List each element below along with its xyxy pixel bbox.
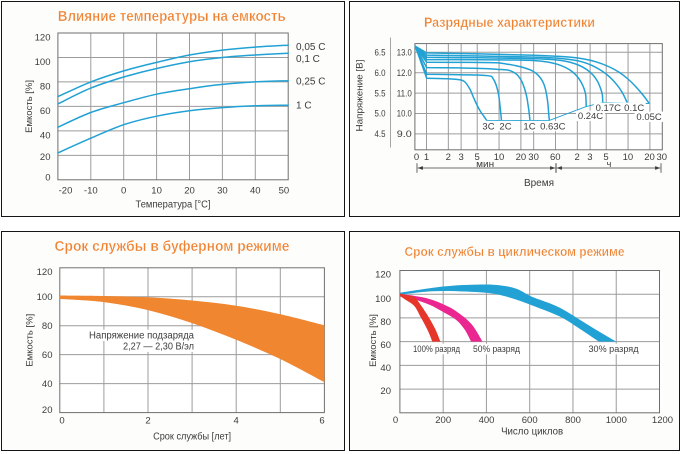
svg-text:2: 2 — [145, 415, 150, 426]
svg-text:800: 800 — [565, 415, 581, 426]
svg-text:0: 0 — [45, 172, 50, 183]
svg-text:20: 20 — [40, 152, 51, 163]
svg-text:1C: 1C — [523, 121, 535, 132]
svg-text:0.17C: 0.17C — [596, 103, 621, 114]
svg-text:80: 80 — [40, 81, 51, 92]
svg-text:Емкость [%]: Емкость [%] — [368, 314, 379, 367]
svg-text:50: 50 — [279, 186, 290, 197]
svg-text:0,1 C: 0,1 C — [296, 54, 320, 65]
svg-text:100: 100 — [37, 292, 53, 303]
svg-text:0: 0 — [121, 186, 126, 197]
svg-text:Напряжение [В]: Напряжение [В] — [355, 60, 366, 132]
svg-text:Емкость [%]: Емкость [%] — [25, 314, 36, 367]
svg-text:11.0: 11.0 — [397, 88, 412, 99]
svg-text:2C: 2C — [499, 121, 511, 132]
svg-text:30% разряд: 30% разряд — [589, 344, 639, 355]
svg-text:60: 60 — [40, 106, 51, 117]
svg-text:Емкость [%]: Емкость [%] — [24, 80, 35, 133]
svg-text:Срок службы [лет]: Срок службы [лет] — [153, 430, 231, 442]
svg-text:0,25 C: 0,25 C — [296, 77, 325, 88]
svg-text:60: 60 — [380, 340, 391, 351]
svg-text:1: 1 — [424, 152, 429, 163]
svg-text:Число циклов: Число циклов — [501, 426, 563, 437]
svg-text:0.24C: 0.24C — [578, 111, 603, 122]
svg-text:120: 120 — [35, 33, 51, 44]
svg-text:40: 40 — [250, 186, 261, 197]
svg-text:Температура [°C]: Температура [°C] — [136, 200, 211, 211]
svg-text:20: 20 — [644, 152, 655, 163]
svg-text:мин: мин — [476, 159, 494, 169]
svg-text:40: 40 — [40, 130, 51, 141]
svg-text:200: 200 — [435, 415, 451, 426]
svg-text:Срок службы в циклическом режи: Срок службы в циклическом режиме — [405, 244, 625, 259]
svg-text:13.0: 13.0 — [397, 48, 412, 59]
svg-text:1000: 1000 — [606, 415, 627, 426]
svg-text:80: 80 — [380, 317, 391, 328]
svg-text:Влияние температуры на емкость: Влияние температуры на емкость — [58, 9, 286, 25]
svg-text:120: 120 — [375, 270, 391, 281]
svg-text:2: 2 — [446, 152, 451, 163]
svg-text:120: 120 — [37, 267, 53, 278]
svg-text:4.5: 4.5 — [375, 129, 386, 140]
svg-text:3C: 3C — [482, 121, 494, 132]
svg-text:0: 0 — [393, 415, 398, 426]
svg-text:Срок службы в буферном режиме: Срок службы в буферном режиме — [55, 239, 290, 255]
svg-text:2,27 — 2,30 В/эл: 2,27 — 2,30 В/эл — [123, 342, 194, 353]
svg-text:100: 100 — [35, 57, 51, 68]
svg-text:6.0: 6.0 — [375, 68, 386, 79]
svg-text:600: 600 — [522, 415, 538, 426]
svg-text:60: 60 — [42, 350, 53, 361]
svg-text:30: 30 — [528, 152, 539, 163]
svg-text:-10: -10 — [84, 186, 98, 197]
svg-text:10: 10 — [623, 152, 634, 163]
svg-text:9.0: 9.0 — [397, 129, 412, 140]
svg-text:6.5: 6.5 — [375, 48, 386, 59]
svg-text:10: 10 — [494, 152, 505, 163]
svg-text:0.63C: 0.63C — [540, 121, 565, 132]
svg-text:ч: ч — [607, 159, 612, 169]
svg-text:0.05C: 0.05C — [636, 112, 661, 123]
svg-text:0: 0 — [59, 415, 64, 426]
svg-text:50% разряд: 50% разряд — [473, 344, 520, 355]
svg-text:1 C: 1 C — [296, 101, 312, 112]
svg-text:0,05 C: 0,05 C — [296, 42, 325, 53]
svg-text:0: 0 — [414, 152, 419, 163]
svg-text:5.0: 5.0 — [375, 109, 386, 120]
svg-text:400: 400 — [479, 415, 495, 426]
svg-text:20: 20 — [42, 405, 53, 416]
svg-text:100% разряд: 100% разряд — [413, 344, 460, 355]
svg-text:Напряжение подзаряда: Напряжение подзаряда — [89, 331, 194, 342]
svg-text:Разрядные характеристики: Разрядные характеристики — [424, 14, 595, 30]
svg-text:30: 30 — [657, 152, 668, 163]
svg-text:30: 30 — [217, 186, 228, 197]
svg-text:2: 2 — [575, 152, 580, 163]
svg-text:0.1C: 0.1C — [624, 103, 644, 114]
svg-text:10.0: 10.0 — [397, 109, 412, 120]
svg-text:5: 5 — [475, 152, 480, 163]
svg-text:5.5: 5.5 — [375, 88, 386, 99]
svg-text:10: 10 — [151, 186, 162, 197]
svg-text:60: 60 — [550, 152, 561, 163]
svg-text:20: 20 — [516, 152, 527, 163]
svg-text:-20: -20 — [59, 186, 73, 197]
svg-text:6: 6 — [319, 415, 324, 426]
svg-text:5: 5 — [603, 152, 608, 163]
svg-text:3: 3 — [587, 152, 592, 163]
svg-text:Время: Время — [524, 178, 554, 189]
svg-text:40: 40 — [380, 363, 391, 374]
svg-text:1200: 1200 — [652, 415, 673, 426]
svg-text:4: 4 — [234, 415, 239, 426]
svg-text:80: 80 — [42, 321, 53, 332]
svg-text:100: 100 — [375, 294, 391, 305]
svg-text:12.0: 12.0 — [397, 68, 412, 79]
svg-text:40: 40 — [42, 379, 53, 390]
svg-text:20: 20 — [380, 386, 391, 397]
svg-text:3: 3 — [458, 152, 463, 163]
svg-text:20: 20 — [184, 186, 195, 197]
